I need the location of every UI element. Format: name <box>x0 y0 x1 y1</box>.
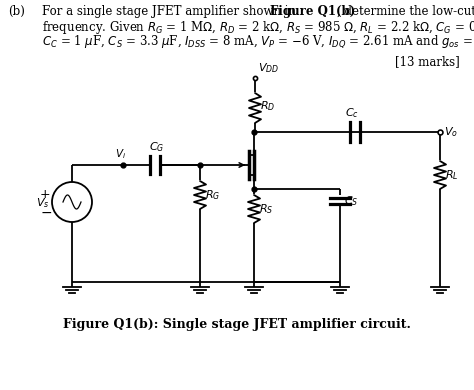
Text: frequency. Given $R_G$ = 1 M$\Omega$, $R_D$ = 2 k$\Omega$, $R_S$ = 985 $\Omega$,: frequency. Given $R_G$ = 1 M$\Omega$, $R… <box>42 19 474 36</box>
Text: $R_S$: $R_S$ <box>259 202 273 216</box>
Text: $C_C$ = 1 $\mu$F, $C_S$ = 3.3 $\mu$F, $I_{DSS}$ = 8 mA, $V_P$ = $-$6 V, $I_{DQ}$: $C_C$ = 1 $\mu$F, $C_S$ = 3.3 $\mu$F, $I… <box>42 33 474 50</box>
Text: $R_D$: $R_D$ <box>260 99 275 113</box>
Text: $C_G$: $C_G$ <box>149 140 164 154</box>
Text: $C_c$: $C_c$ <box>345 106 359 120</box>
Text: $V_o$: $V_o$ <box>444 125 458 139</box>
Text: [13 marks]: [13 marks] <box>395 55 460 68</box>
Text: $V_i$: $V_i$ <box>115 147 126 161</box>
Text: $C_S$: $C_S$ <box>344 194 358 208</box>
Text: Figure Q1(b): Single stage JFET amplifier circuit.: Figure Q1(b): Single stage JFET amplifie… <box>63 318 411 331</box>
Text: For a single stage JFET amplifier shown in: For a single stage JFET amplifier shown … <box>42 5 300 18</box>
Text: (b): (b) <box>8 5 25 18</box>
Text: , determine the low-cutoff: , determine the low-cutoff <box>337 5 474 18</box>
Text: $V_s$: $V_s$ <box>36 196 49 210</box>
Text: $R_G$: $R_G$ <box>205 188 220 202</box>
Text: $V_{DD}$: $V_{DD}$ <box>258 61 279 75</box>
Text: $R_L$: $R_L$ <box>445 168 458 182</box>
Text: Figure Q1(b): Figure Q1(b) <box>270 5 355 18</box>
Text: +: + <box>40 188 51 200</box>
Text: $-$: $-$ <box>40 205 52 219</box>
